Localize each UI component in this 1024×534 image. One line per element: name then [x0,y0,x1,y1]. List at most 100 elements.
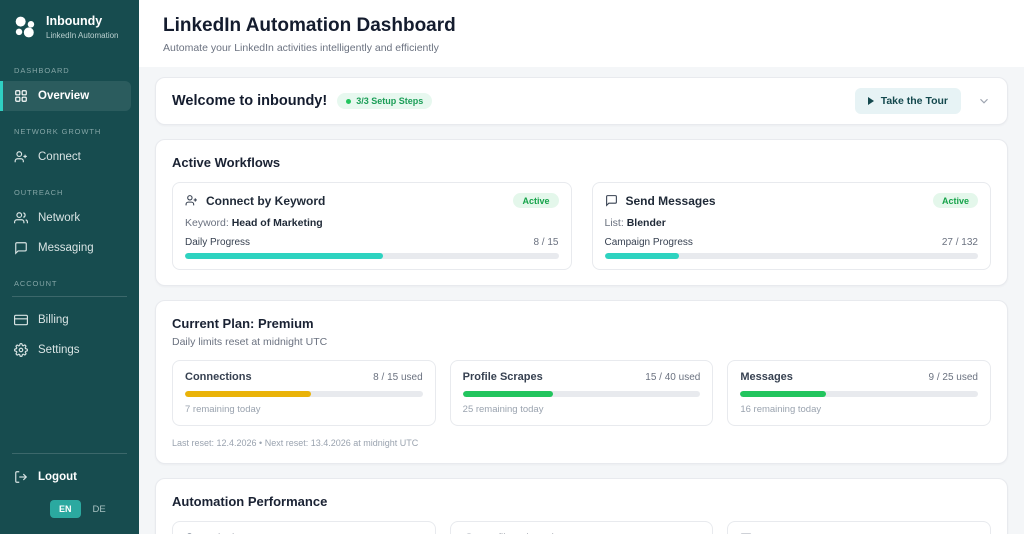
sidebar-item-label: Settings [38,344,80,356]
stat-card-messages-sent: Messages Sent 517 [727,521,991,534]
progress-fill [462,391,553,397]
section-title: Current Plan: Premium [172,316,314,331]
take-tour-label: Take the Tour [880,95,948,107]
limit-used: 15 / 40 used [645,372,701,383]
sidebar-item-network[interactable]: Network [0,203,139,233]
logout-icon [15,471,27,483]
limit-label: Profile Scrapes [462,371,543,383]
limit-card-connections: Connections 8 / 15 used 7 remaining toda… [172,360,436,426]
grid-icon [15,90,27,102]
brand-subtitle: LinkedIn Automation [46,31,119,40]
progress-bar [604,253,978,259]
limit-remaining: 16 remaining today [740,404,822,415]
section-title: Automation Performance [172,494,328,509]
section-title: Active Workflows [172,155,281,170]
workflow-title: Send Messages [625,193,716,208]
workflow-card-send-messages: Send Messages Active List: Blender Campa… [591,182,991,270]
logout-label: Logout [38,471,77,483]
take-tour-button[interactable]: Take the Tour [854,88,961,114]
message-icon [605,195,617,206]
chevron-down-icon [979,98,989,104]
workflow-title: Connect by Keyword [206,193,326,208]
meta-label: Keyword: [185,217,229,229]
brand: Inboundy LinkedIn Automation [0,0,139,50]
progress-bar [462,391,701,397]
progress-fill [185,253,383,259]
sidebar-item-label: Network [38,212,81,224]
nav-section-dashboard: DASHBOARD [14,66,70,75]
stat-card-profiles-viewed: Profiles Viewed 309 [449,521,714,534]
stat-label: Profiles Viewed [482,532,554,534]
sidebar-item-billing[interactable]: Billing [0,305,139,335]
workflow-meta: List: Blender [605,217,979,229]
limit-label: Messages [740,371,793,383]
logout-button[interactable]: Logout [0,462,139,492]
stat-label: Invitations Sent [204,532,276,534]
play-icon [867,97,874,105]
progress-fill [604,253,680,259]
sidebar-item-overview[interactable]: Overview [0,81,131,111]
sidebar-item-label: Billing [38,314,69,326]
stat-card-invitations-sent: Invitations Sent 1939 [172,521,436,534]
status-badge: Active [513,193,559,208]
user-plus-icon [14,151,28,163]
meta-label: List: [604,217,624,229]
sidebar-item-connect[interactable]: Connect [0,142,139,172]
sidebar-item-label: Connect [38,151,81,163]
limit-remaining: 25 remaining today [462,404,544,415]
automation-performance-section: Automation Performance Invitations Sent … [155,478,1008,534]
progress-label: Daily Progress [185,237,251,248]
user-plus-icon [185,195,198,206]
sidebar-item-messaging[interactable]: Messaging [0,233,139,263]
lang-en-button[interactable]: EN [50,500,81,518]
page-header: LinkedIn Automation Dashboard Automate y… [139,0,1024,67]
stat-label: Messages Sent [759,532,831,534]
progress-value: 8 / 15 [533,237,559,248]
sidebar-item-settings[interactable]: Settings [0,335,139,365]
logo-dots-icon [15,16,35,38]
welcome-banner: Welcome to inboundy! 3/3 Setup Steps Tak… [155,77,1008,125]
green-dot-icon [346,98,352,104]
collapse-chevron-button[interactable] [977,94,991,108]
meta-value: Blender [626,217,666,229]
sidebar-item-label: Messaging [38,242,94,254]
page-title: LinkedIn Automation Dashboard [163,15,456,36]
progress-label: Campaign Progress [604,237,693,248]
lang-de-button[interactable]: DE [92,503,106,515]
brand-title: Inboundy [46,14,103,28]
main-area: LinkedIn Automation Dashboard Automate y… [139,0,1024,534]
gear-icon [14,343,28,357]
progress-fill [740,391,826,397]
credit-card-icon [14,314,28,326]
progress-value: 27 / 132 [941,237,978,248]
limit-used: 8 / 15 used [373,372,423,383]
nav-section-network-growth: NETWORK GROWTH [14,127,102,136]
message-icon [15,242,27,254]
divider [12,453,127,454]
reset-note: Last reset: 12.4.2026 • Next reset: 13.4… [172,438,419,448]
progress-bar [185,253,559,259]
nav-section-outreach: OUTREACH [14,188,64,197]
meta-value: Head of Marketing [231,217,323,229]
progress-fill [185,391,311,397]
current-plan-section: Current Plan: Premium Daily limits reset… [155,300,1008,464]
limit-used: 9 / 25 used [928,372,978,383]
active-workflows-section: Active Workflows Connect by Keyword Acti… [155,139,1008,286]
progress-bar [185,391,423,397]
limit-card-messages: Messages 9 / 25 used 16 remaining today [727,360,991,426]
status-badge: Active [932,193,978,208]
plan-subtitle: Daily limits reset at midnight UTC [172,336,328,348]
divider [12,296,127,297]
sidebar-item-label: Overview [38,90,90,102]
workflow-meta: Keyword: Head of Marketing [185,217,559,229]
welcome-title: Welcome to inboundy! [172,93,328,109]
limit-remaining: 7 remaining today [185,404,261,415]
users-icon [14,212,28,224]
setup-steps-badge: 3/3 Setup Steps [337,93,433,109]
sidebar-footer: Logout EN DE [0,445,139,534]
sidebar-nav: DASHBOARD Overview NETWORK GROWTH Connec… [0,50,139,445]
progress-bar [740,391,978,397]
nav-section-account: ACCOUNT [14,279,58,288]
limit-label: Connections [185,371,252,383]
limit-card-profile-scrapes: Profile Scrapes 15 / 40 used 25 remainin… [449,360,714,426]
